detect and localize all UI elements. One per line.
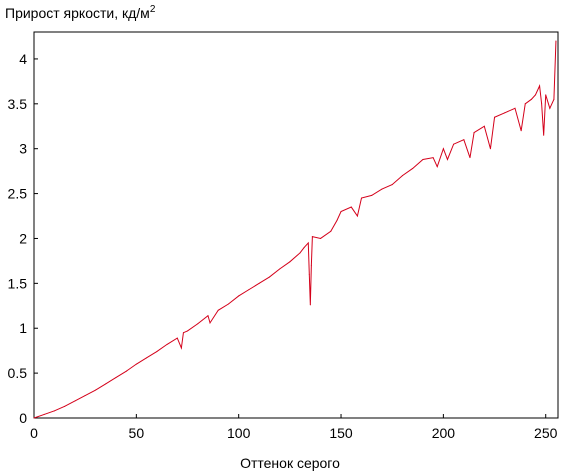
data-point	[442, 148, 444, 150]
x-tick-label: 50	[129, 425, 145, 441]
x-axis: 0 50 100 150 200 250	[30, 414, 558, 441]
x-tick-label: 250	[534, 425, 558, 441]
data-point	[166, 343, 168, 345]
data-point	[238, 295, 240, 297]
data-point	[197, 323, 199, 325]
data-point	[473, 132, 475, 134]
y-tick-label: 1	[19, 320, 27, 336]
data-point	[135, 363, 137, 365]
y-tick-label: 0	[19, 410, 27, 426]
x-tick-label: 200	[432, 425, 456, 441]
data-point	[311, 236, 313, 238]
data-point	[209, 322, 211, 324]
data-point	[543, 134, 545, 136]
data-point	[289, 261, 291, 263]
data-point	[483, 125, 485, 127]
data-point	[553, 98, 555, 100]
data-point	[268, 276, 270, 278]
x-tick-label: 150	[329, 425, 353, 441]
data-point	[248, 289, 250, 291]
data-point	[156, 351, 158, 353]
y-axis-title: Прирост яркости, кд/м2	[5, 4, 156, 21]
data-point	[84, 395, 86, 397]
y-axis-title-text: Прирост яркости, кд/м2	[5, 4, 156, 21]
data-point	[381, 188, 383, 190]
x-tick-label: 0	[30, 425, 38, 441]
data-point	[514, 107, 516, 109]
data-point	[53, 410, 55, 412]
data-point	[446, 158, 448, 160]
data-point	[494, 116, 496, 118]
data-point	[176, 337, 178, 339]
data-point	[545, 94, 547, 96]
data-point	[412, 167, 414, 169]
data-point	[309, 304, 311, 306]
data-point	[391, 184, 393, 186]
y-tick-label: 2	[19, 230, 27, 246]
data-point	[469, 157, 471, 159]
y-tick-label: 3.5	[8, 96, 28, 112]
data-point	[541, 103, 543, 105]
data-point	[308, 273, 310, 275]
data-point	[520, 130, 522, 132]
x-tick-label: 100	[227, 425, 251, 441]
data-point	[258, 282, 260, 284]
data-point	[432, 157, 434, 159]
data-point	[146, 357, 148, 359]
series-line	[33, 40, 557, 419]
data-point	[180, 347, 182, 349]
data-point	[524, 103, 526, 105]
data-point	[422, 158, 424, 160]
y-tick-label: 2.5	[8, 186, 28, 202]
data-point	[182, 332, 184, 334]
data-point	[350, 206, 352, 208]
data-point	[361, 197, 362, 199]
data-point	[336, 220, 338, 222]
data-point	[463, 139, 465, 141]
data-point	[299, 252, 301, 254]
data-point	[453, 143, 455, 145]
data-point	[320, 237, 322, 239]
data-point	[310, 264, 312, 266]
data-point	[64, 405, 66, 407]
data-point	[115, 377, 117, 379]
data-point	[555, 40, 557, 42]
data-point	[43, 413, 45, 415]
data-point	[207, 315, 209, 317]
data-point	[504, 112, 506, 114]
y-axis: 0 0.5 1 1.5 2 2.5 3 3.5 4	[8, 51, 38, 426]
data-point	[539, 85, 541, 87]
data-point	[330, 230, 332, 232]
data-point	[436, 166, 438, 168]
y-tick-label: 0.5	[8, 365, 28, 381]
data-point	[371, 194, 373, 196]
data-point	[534, 94, 536, 96]
y-tick-label: 4	[19, 51, 27, 67]
data-point	[94, 389, 96, 391]
data-point	[303, 246, 305, 248]
data-point	[279, 268, 281, 270]
data-point	[401, 175, 403, 177]
data-point	[33, 417, 35, 419]
data-point	[187, 330, 189, 332]
series-points	[33, 40, 557, 419]
data-point	[489, 148, 491, 150]
data-point	[340, 211, 342, 213]
data-point	[356, 215, 358, 217]
plot-frame	[33, 31, 559, 419]
data-point	[530, 98, 532, 100]
data-point	[105, 383, 107, 385]
data-point	[227, 303, 229, 305]
data-point	[125, 370, 127, 372]
y-tick-label: 1.5	[8, 275, 28, 291]
x-axis-title: Оттенок серого	[240, 455, 340, 471]
data-point	[217, 309, 219, 311]
data-point	[307, 242, 309, 244]
y-tick-label: 3	[19, 141, 27, 157]
data-point	[549, 107, 551, 109]
data-point	[74, 400, 76, 402]
